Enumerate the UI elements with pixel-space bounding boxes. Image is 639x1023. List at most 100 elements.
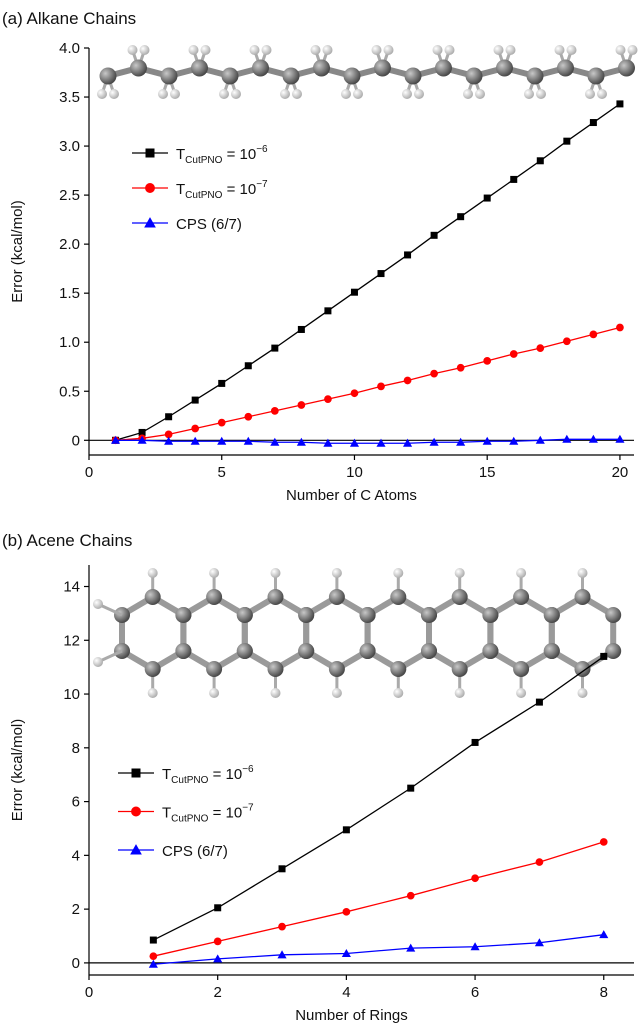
legend-marker: [130, 844, 142, 854]
series-line: [153, 935, 603, 965]
y-tick-label: 10: [63, 686, 80, 703]
legend-sup: −7: [242, 803, 254, 814]
marker: [149, 952, 157, 960]
x-tick-label: 8: [600, 984, 608, 1001]
legend-marker: [144, 217, 156, 227]
marker: [351, 289, 358, 296]
legend-text: T: [176, 181, 185, 198]
y-tick-label: 0.5: [59, 383, 80, 400]
marker: [271, 407, 279, 415]
marker: [278, 923, 286, 931]
marker: [351, 389, 359, 397]
marker: [431, 232, 438, 239]
marker: [457, 213, 464, 220]
legend-text: T: [176, 146, 185, 163]
molecule-illustrations: [93, 45, 638, 698]
x-tick-label: 4: [342, 984, 350, 1001]
marker: [616, 324, 624, 332]
y-tick-label: 6: [72, 794, 80, 811]
marker: [378, 270, 385, 277]
y-tick-label: 12: [63, 632, 80, 649]
marker: [590, 331, 598, 339]
legend-marker: [146, 149, 155, 158]
x-tick-label: 2: [214, 984, 222, 1001]
marker: [214, 938, 222, 946]
marker: [483, 357, 491, 365]
legend-text: = 10: [222, 181, 256, 198]
y-tick-label: 0: [72, 955, 80, 972]
marker: [537, 157, 544, 164]
x-tick-label: 10: [346, 464, 363, 481]
marker: [165, 413, 172, 420]
marker: [536, 699, 543, 706]
x-tick-label: 6: [471, 984, 479, 1001]
legend-sub: CutPNO: [185, 190, 222, 201]
marker: [218, 380, 225, 387]
marker: [563, 337, 571, 345]
marker: [430, 370, 438, 378]
marker: [510, 350, 518, 358]
legend-sub: CutPNO: [185, 155, 222, 166]
legend-label: TCutPNO = 10−6: [162, 764, 254, 786]
y-tick-label: 14: [63, 579, 80, 596]
y-tick-label: 3.5: [59, 89, 80, 106]
series-line: [116, 328, 620, 441]
x-tick-label: 20: [612, 464, 629, 481]
y-tick-label: 4.0: [59, 40, 80, 57]
marker: [377, 382, 385, 390]
y-tick-label: 1.0: [59, 334, 80, 351]
marker: [404, 251, 411, 258]
marker: [536, 858, 544, 866]
marker: [214, 904, 221, 911]
figure: (a) Alkane Chains00.51.01.52.02.53.03.54…: [0, 0, 639, 1023]
y-axis-label: Error (kcal/mol): [9, 719, 26, 822]
legend-text: T: [162, 805, 171, 822]
y-tick-label: 2.5: [59, 187, 80, 204]
marker: [298, 326, 305, 333]
legend-text: = 10: [208, 766, 242, 783]
legend-sup: −6: [242, 764, 254, 775]
legend-label: TCutPNO = 10−7: [162, 803, 254, 825]
legend-sup: −6: [256, 144, 268, 155]
marker: [600, 838, 608, 846]
y-tick-label: 8: [72, 740, 80, 757]
x-axis-label: Number of Rings: [295, 1007, 408, 1023]
y-axis-label: Error (kcal/mol): [9, 200, 26, 303]
legend-label: CPS (6/7): [162, 843, 228, 860]
legend-marker: [132, 769, 141, 778]
marker: [457, 364, 465, 372]
x-tick-label: 15: [479, 464, 496, 481]
marker: [298, 401, 306, 409]
y-tick-label: 1.5: [59, 285, 80, 302]
marker: [192, 397, 199, 404]
marker: [471, 874, 479, 882]
y-tick-label: 0: [72, 432, 80, 449]
legend-text: = 10: [222, 146, 256, 163]
legend-sub: CutPNO: [171, 814, 208, 825]
marker: [404, 377, 412, 385]
y-tick-label: 2: [72, 901, 80, 918]
panel-title: (a) Alkane Chains: [2, 9, 136, 28]
marker: [191, 425, 199, 433]
marker: [407, 785, 414, 792]
marker: [244, 413, 252, 421]
marker: [407, 892, 415, 900]
x-axis-label: Number of C Atoms: [286, 487, 417, 504]
marker: [343, 908, 351, 916]
legend-text: T: [162, 766, 171, 783]
marker: [324, 307, 331, 314]
marker: [599, 930, 608, 938]
marker: [563, 138, 570, 145]
legend-sup: −7: [256, 179, 268, 190]
marker: [616, 100, 623, 107]
panel-title: (b) Acene Chains: [2, 531, 132, 550]
marker: [150, 937, 157, 944]
legend-marker: [145, 183, 155, 193]
marker: [536, 344, 544, 352]
legend-label: CPS (6/7): [176, 216, 242, 233]
x-tick-label: 5: [218, 464, 226, 481]
marker: [279, 865, 286, 872]
marker: [590, 119, 597, 126]
x-tick-label: 0: [85, 984, 93, 1001]
legend-marker: [131, 807, 141, 817]
